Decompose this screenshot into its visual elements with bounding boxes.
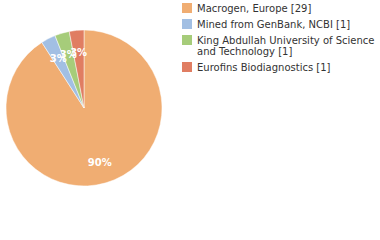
chart: 90%3%3%3%Macrogen, Europe [29]Mined from… <box>0 0 380 240</box>
data-label: 3% <box>70 47 87 58</box>
legend-label: Macrogen, Europe [29] <box>197 3 311 14</box>
legend: Macrogen, Europe [29] Mined from GenBank,… <box>182 3 374 73</box>
legend-line: Mined from GenBank, NCBI [1] <box>197 19 350 30</box>
pie <box>6 30 162 186</box>
legend-line: King Abdullah University of Science <box>197 35 374 46</box>
legend-swatch <box>182 3 192 13</box>
legend-swatch <box>182 19 192 29</box>
legend-line: Macrogen, Europe [29] <box>197 3 311 14</box>
legend-label: Eurofins Biodiagnostics [1] <box>197 62 331 73</box>
legend-label: King Abdullah University of Scienceand T… <box>197 35 374 57</box>
legend-line: and Technology [1] <box>197 46 292 57</box>
legend-line: Eurofins Biodiagnostics [1] <box>197 62 331 73</box>
legend-label: Mined from GenBank, NCBI [1] <box>197 19 350 30</box>
legend-swatch <box>182 35 192 45</box>
pie-slice <box>69 30 84 108</box>
data-label: 90% <box>88 157 112 168</box>
pie-slice <box>6 30 162 186</box>
legend-swatch <box>182 62 192 72</box>
